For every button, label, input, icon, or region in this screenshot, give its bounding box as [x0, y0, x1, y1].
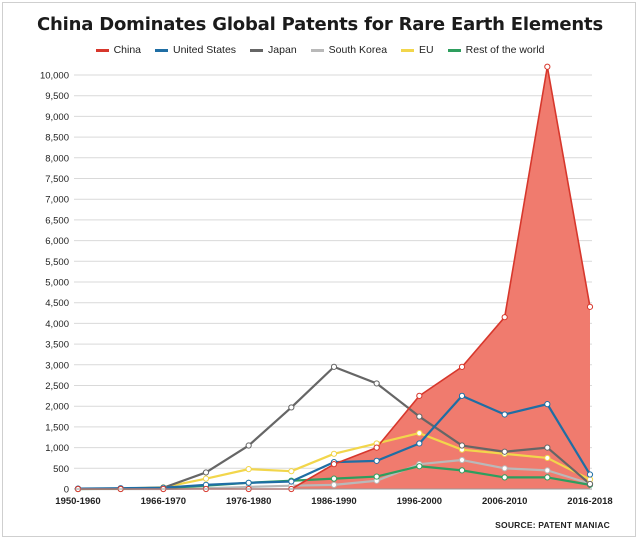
data-point-rest-of-the-world — [416, 463, 423, 470]
data-point-united-states — [458, 392, 466, 399]
legend-label: China — [113, 44, 141, 56]
y-tick-label: 3,500 — [45, 340, 69, 351]
data-point-japan — [373, 380, 380, 387]
data-point-united-states — [373, 457, 380, 464]
data-point-japan — [202, 469, 210, 476]
legend-swatch — [250, 48, 264, 52]
legend-label: South Korea — [328, 44, 388, 56]
data-point-japan — [544, 444, 551, 451]
legend-swatch — [155, 48, 168, 52]
data-point-japan — [416, 413, 423, 420]
data-point-south-korea — [458, 456, 466, 464]
data-point-china — [501, 314, 508, 321]
data-point-eu — [416, 430, 423, 437]
legend-swatch — [95, 48, 109, 52]
y-tick-label: 5,500 — [45, 257, 69, 268]
chart-legend: China United States Japan South Korea EU Rest… — [0, 44, 640, 56]
data-point-japan — [458, 442, 466, 449]
x-tick-label: 1976-1980 — [226, 496, 271, 507]
data-point-rest-of-the-world — [458, 467, 466, 474]
y-tick-label: 1,000 — [45, 443, 69, 454]
data-point-eu — [330, 450, 338, 457]
data-point-eu — [202, 475, 210, 482]
y-tick-label: 2,000 — [45, 402, 69, 413]
data-point-united-states — [245, 479, 252, 486]
y-tick-label: 8,000 — [45, 153, 69, 164]
data-point-united-states — [544, 401, 551, 408]
legend-label: United States — [173, 44, 237, 56]
x-tick-label: 1996-2000 — [397, 496, 442, 507]
data-point-south-korea — [330, 481, 338, 488]
chart-title: China Dominates Global Patents for Rare … — [37, 14, 603, 35]
y-tick-label: 5,000 — [45, 278, 69, 289]
y-tick-label: 7,000 — [45, 195, 69, 206]
data-point-united-states — [288, 478, 295, 485]
data-point-china — [416, 392, 423, 399]
y-tick-label: 9,500 — [45, 91, 69, 102]
data-point-japan — [245, 442, 252, 449]
y-tick-label: 6,500 — [45, 215, 69, 226]
data-point-rest-of-the-world — [501, 474, 508, 481]
y-tick-label: 9,000 — [45, 112, 69, 123]
data-point-south-korea — [544, 467, 551, 474]
data-point-japan — [330, 363, 338, 370]
data-point-japan — [586, 480, 594, 488]
legend-item: Rest of the world — [447, 44, 545, 56]
data-point-south-korea — [501, 465, 508, 472]
x-tick-label: 1966-1970 — [141, 496, 186, 507]
chart-source: SOURCE: PATENT MANIAC — [495, 520, 610, 530]
legend-item: South Korea — [310, 44, 388, 56]
y-tick-label: 1,500 — [45, 422, 69, 433]
data-point-rest-of-the-world — [330, 475, 338, 482]
legend-item: Japan — [250, 44, 297, 56]
data-point-eu — [288, 468, 295, 475]
data-point-united-states — [501, 411, 508, 418]
data-point-eu — [544, 454, 551, 462]
y-tick-label: 8,500 — [45, 133, 69, 144]
y-tick-label: 4,500 — [45, 298, 69, 309]
data-point-china — [458, 363, 466, 370]
data-point-japan — [501, 448, 508, 455]
y-tick-label: 6,000 — [45, 236, 69, 247]
y-tick-label: 7,500 — [45, 174, 69, 185]
data-point-japan — [288, 404, 295, 411]
data-point-united-states — [586, 471, 594, 478]
data-point-rest-of-the-world — [544, 474, 551, 481]
legend-item: China — [95, 44, 141, 56]
legend-label: Rest of the world — [465, 44, 545, 56]
data-point-china — [330, 461, 338, 468]
data-point-china — [544, 63, 551, 70]
y-tick-label: 3,000 — [45, 360, 69, 371]
legend-swatch — [401, 48, 415, 52]
data-point-china — [373, 444, 380, 451]
legend-label: EU — [419, 44, 434, 56]
y-tick-label: 500 — [53, 464, 69, 475]
y-tick-label: 10,000 — [40, 71, 69, 82]
legend-swatch — [310, 48, 324, 52]
data-point-eu — [245, 466, 252, 473]
y-tick-label: 4,000 — [45, 319, 69, 330]
legend-label: Japan — [268, 44, 297, 56]
legend-swatch — [447, 48, 461, 52]
data-point-united-states — [416, 440, 423, 447]
china-area — [78, 66, 590, 489]
legend-item: United States — [155, 44, 236, 56]
x-tick-label: 2016-2018 — [567, 496, 612, 507]
data-point-china — [586, 303, 594, 310]
y-tick-label: 2,500 — [45, 381, 69, 392]
legend-item: EU — [401, 44, 434, 56]
data-point-rest-of-the-world — [373, 473, 380, 480]
y-tick-label: 0 — [64, 485, 69, 496]
x-tick-label: 1950-1960 — [55, 496, 100, 507]
x-tick-label: 1986-1990 — [311, 496, 356, 507]
x-tick-label: 2006-2010 — [482, 496, 527, 507]
